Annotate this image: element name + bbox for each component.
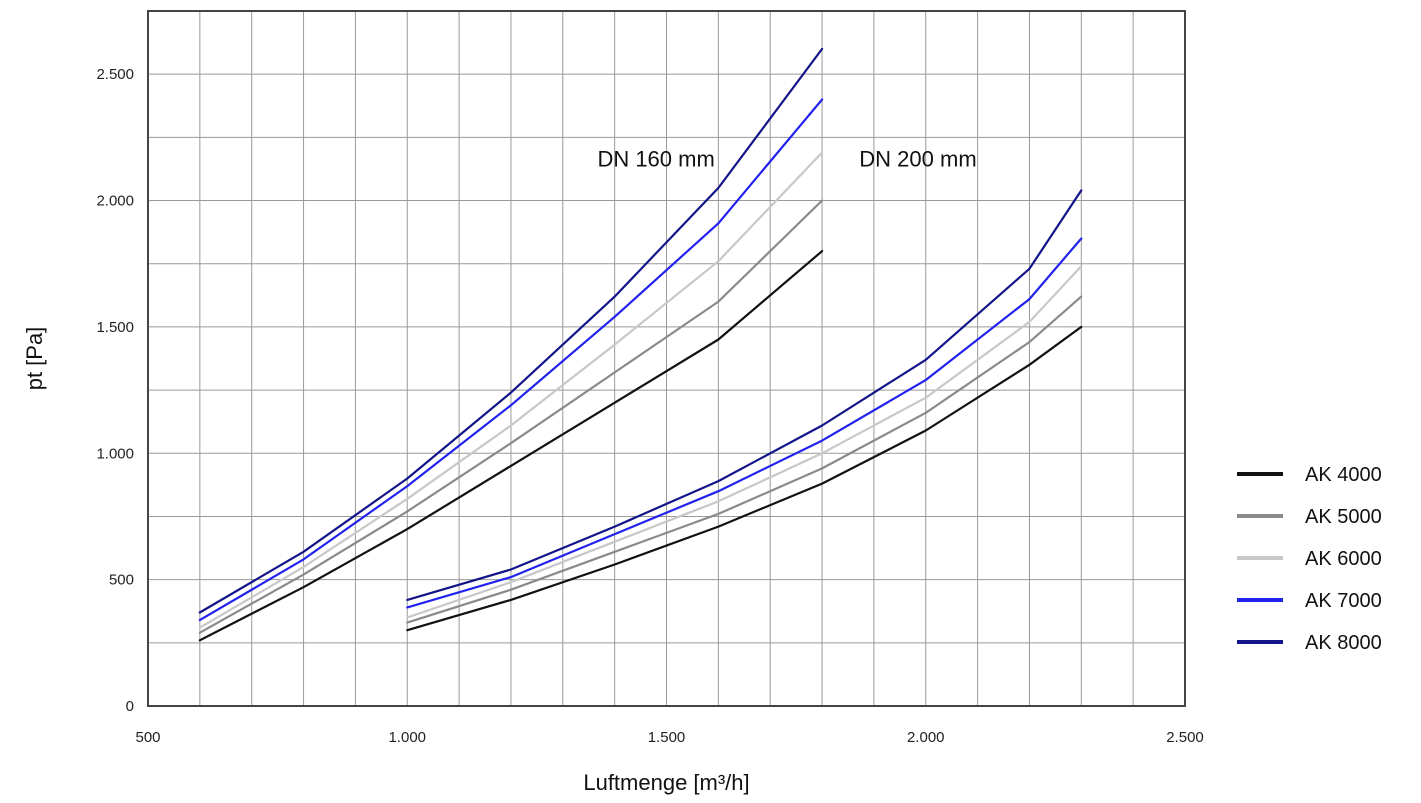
y-tick-label: 2.500 [96, 66, 134, 83]
x-tick-label: 1.000 [388, 729, 426, 746]
x-tick-label: 500 [135, 729, 160, 746]
plot-frame [147, 10, 1186, 707]
legend-label: AK 7000 [1305, 590, 1382, 612]
legend: AK 4000 AK 5000 AK 6000 AK 7000 AK 8000 [1237, 464, 1382, 654]
series-line-dn-200-mm-ak-8000 [406, 189, 1083, 602]
series-line-dn-200-mm-ak-7000 [406, 237, 1083, 609]
x-tick-label: 2.500 [1166, 729, 1204, 746]
y-tick-label: 1.000 [96, 445, 134, 462]
x-axis-title: Luftmenge [m³/h] [583, 770, 749, 795]
series-line-dn-160-mm-ak-5000 [198, 199, 824, 634]
x-tick-label: 2.000 [907, 729, 945, 746]
annotations: DN 160 mm DN 200 mm [597, 146, 976, 171]
x-tick-labels: 500 1.000 1.500 2.000 2.500 [135, 729, 1203, 746]
series-line-dn-200-mm-ak-4000 [406, 325, 1083, 632]
series-line-dn-200-mm-ak-6000 [406, 265, 1083, 619]
series-layer [198, 47, 1083, 642]
y-tick-label: 1.500 [96, 319, 134, 336]
series-line-dn-160-mm-ak-7000 [198, 98, 824, 622]
annotation-label: DN 160 mm [597, 146, 714, 171]
series-line-dn-160-mm-ak-8000 [198, 47, 824, 614]
y-tick-label: 0 [126, 698, 134, 715]
legend-label: AK 5000 [1305, 506, 1382, 528]
legend-label: AK 4000 [1305, 464, 1382, 486]
x-tick-label: 1.500 [648, 729, 686, 746]
series-line-dn-160-mm-ak-6000 [198, 151, 824, 629]
y-tick-label: 500 [109, 572, 134, 589]
legend-label: AK 6000 [1305, 548, 1382, 570]
legend-label: AK 8000 [1305, 632, 1382, 654]
annotation-label: DN 200 mm [859, 146, 976, 171]
y-axis-title: pt [Pa] [22, 327, 47, 391]
series-line-dn-160-mm-ak-4000 [198, 250, 824, 642]
y-tick-label: 2.000 [96, 193, 134, 210]
series-line-dn-200-mm-ak-5000 [406, 295, 1083, 624]
grid [148, 11, 1185, 706]
y-tick-labels: 0 500 1.000 1.500 2.000 2.500 [96, 66, 134, 715]
